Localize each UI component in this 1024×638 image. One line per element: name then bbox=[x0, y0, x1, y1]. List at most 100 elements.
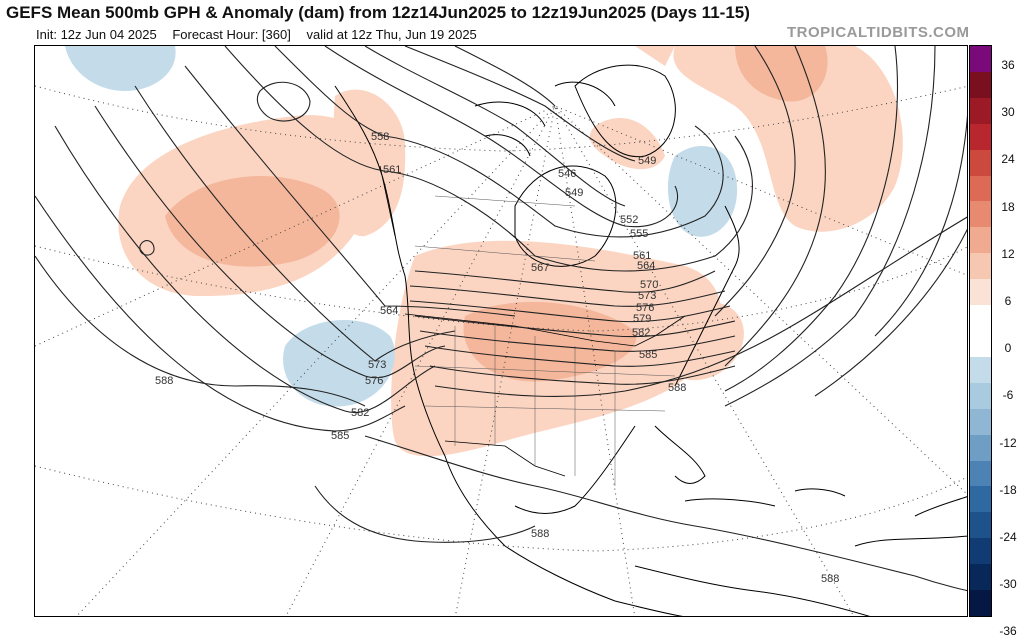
colorbar-tick-label: 6 bbox=[1004, 294, 1012, 308]
colorbar-tick-label: -6 bbox=[1002, 388, 1014, 403]
colorbar-segment bbox=[970, 253, 991, 280]
contour-552 bbox=[364, 46, 626, 207]
greenland-anomaly bbox=[673, 46, 903, 232]
contour-558 bbox=[274, 46, 724, 238]
colorbar-segment bbox=[970, 356, 991, 384]
contour-ridge-east bbox=[724, 46, 826, 367]
colorbar bbox=[969, 45, 992, 617]
contour-label: 588 bbox=[821, 573, 839, 585]
valid-time: valid at 12z Thu, Jun 19 2025 bbox=[306, 27, 477, 42]
contour-567-lines bbox=[414, 270, 716, 293]
contour-573 bbox=[134, 85, 456, 362]
contour-label: 564 bbox=[637, 260, 655, 272]
contour-label: 558 bbox=[371, 131, 389, 143]
central-america bbox=[634, 565, 870, 616]
colorbar-segment bbox=[970, 434, 991, 462]
colorbar-tick-label: -36 bbox=[999, 624, 1017, 638]
contour-label: 573 bbox=[368, 359, 386, 371]
south-america-coast bbox=[854, 535, 967, 547]
gulf-of-alaska-negative bbox=[65, 46, 176, 91]
map-canvas: 558 561 549 546 549 552 555 561 564 567 … bbox=[35, 46, 967, 616]
contour-label: 579 bbox=[633, 313, 651, 325]
colorbar-segment bbox=[970, 175, 991, 202]
caribbean-islands bbox=[684, 488, 967, 517]
colorbar-tick-label: 36 bbox=[1001, 58, 1015, 72]
colorbar-tick-label: -24 bbox=[999, 530, 1017, 544]
colorbar-segment bbox=[970, 123, 991, 151]
contour-label: 549 bbox=[565, 187, 583, 199]
colorbar-segment bbox=[970, 46, 991, 73]
map-panel: 558 561 549 546 549 552 555 561 564 567 … bbox=[34, 45, 968, 617]
contour-561 bbox=[224, 46, 753, 272]
contour-576 bbox=[94, 105, 446, 379]
map-title: GEFS Mean 500mb GPH & Anomaly (dam) from… bbox=[6, 3, 750, 22]
hudson-bay-coast bbox=[514, 165, 617, 267]
arctic-islands bbox=[474, 81, 616, 157]
contour-546 bbox=[454, 46, 556, 107]
hudson-bay-negative bbox=[667, 146, 738, 237]
contour-label: 567 bbox=[531, 262, 549, 274]
colorbar-segment bbox=[970, 71, 991, 99]
contour-labels: 558 561 549 546 549 552 555 561 564 567 … bbox=[155, 131, 839, 585]
contour-564 bbox=[184, 65, 516, 317]
colorbar-segment bbox=[970, 538, 991, 565]
coastlines bbox=[334, 64, 967, 616]
colorbar-tick-label: 18 bbox=[1001, 199, 1015, 214]
map-subtitle: Init: 12z Jun 04 2025 Forecast Hour: [36… bbox=[36, 27, 489, 42]
contour-label: 585 bbox=[639, 349, 657, 361]
colorbar-tick-label: -30 bbox=[999, 577, 1017, 592]
colorbar-tick-label: 0 bbox=[1004, 341, 1012, 356]
colorbar-segment bbox=[970, 331, 991, 358]
contour-588-gulf bbox=[314, 485, 536, 543]
contour-label: 582 bbox=[351, 407, 369, 419]
contour-label: 564 bbox=[380, 305, 398, 317]
west-coast bbox=[334, 85, 683, 616]
colorbar-segment bbox=[970, 408, 991, 436]
colorbar-segment bbox=[970, 564, 991, 591]
arctic-west-anomaly bbox=[635, 46, 675, 66]
contour-label: 576 bbox=[636, 302, 654, 314]
contour-588-east bbox=[434, 216, 967, 397]
colorbar-segment bbox=[970, 305, 991, 332]
init-time: Init: 12z Jun 04 2025 bbox=[36, 27, 157, 42]
colorbar-segment bbox=[970, 227, 991, 254]
colorbar-segment bbox=[970, 97, 991, 125]
contour-label: 561 bbox=[383, 164, 401, 176]
graticule bbox=[35, 85, 967, 616]
contour-closed-pac bbox=[139, 240, 155, 256]
contour-label: 561 bbox=[633, 250, 651, 262]
contour-582 bbox=[54, 125, 436, 414]
positive-anomaly-areas bbox=[118, 46, 903, 457]
contour-555 bbox=[324, 46, 679, 228]
contour-label: 570 bbox=[640, 279, 658, 291]
us-mexico-border bbox=[444, 440, 566, 477]
forecast-hour: Forecast Hour: [360] bbox=[172, 27, 291, 42]
colorbar-segment bbox=[970, 590, 991, 617]
east-coast bbox=[674, 205, 740, 387]
contour-585 bbox=[35, 195, 406, 432]
colorbar-tick-label: -18 bbox=[999, 482, 1017, 497]
colorbar-segment bbox=[970, 201, 991, 228]
colorbar-segment bbox=[970, 486, 991, 513]
contour-label: 573 bbox=[638, 290, 656, 302]
contour-label: 588 bbox=[531, 528, 549, 540]
contour-label: 555 bbox=[630, 228, 648, 240]
colorbar-tick-label: 12 bbox=[1001, 246, 1015, 261]
contour-588-south bbox=[364, 435, 967, 592]
contour-label: 576 bbox=[365, 375, 383, 387]
us-canada-border bbox=[404, 313, 686, 347]
contour-closed-low-ak bbox=[256, 81, 311, 122]
contour-label: 546 bbox=[558, 168, 576, 180]
greenland-coast bbox=[574, 64, 676, 158]
political-borders bbox=[379, 165, 686, 477]
height-contours bbox=[35, 46, 967, 592]
colorbar-labels: 36 30 24 18 12 6 0 -6 -12 -18 -24 -30 -36 bbox=[994, 45, 1024, 638]
colorbar-segment bbox=[970, 382, 991, 410]
colorbar-tick-label: 30 bbox=[1001, 105, 1015, 120]
colorbar-segment bbox=[970, 279, 991, 306]
contour-label: 549 bbox=[638, 155, 656, 167]
alaska-border bbox=[379, 165, 396, 237]
colorbar-segment bbox=[970, 512, 991, 539]
contour-label: 585 bbox=[331, 430, 349, 442]
colorbar-segment bbox=[970, 460, 991, 487]
